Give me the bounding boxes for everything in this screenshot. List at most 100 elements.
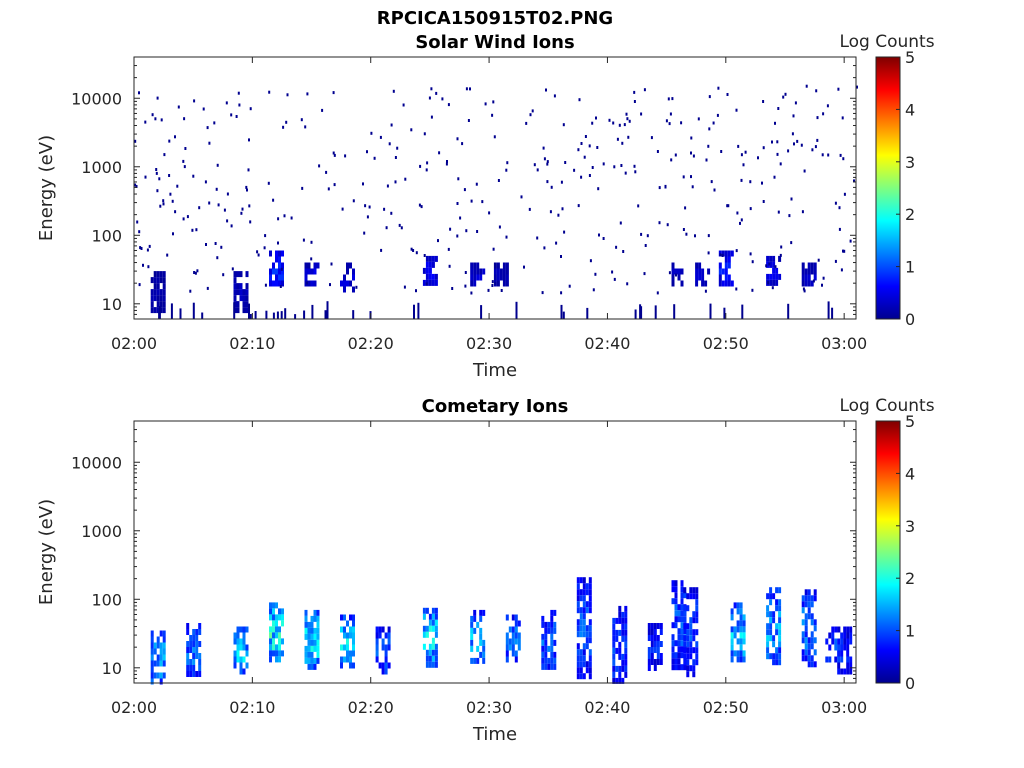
heatmap-cell <box>692 617 696 624</box>
heatmap-cell <box>186 647 190 653</box>
heatmap-cell <box>456 234 459 238</box>
heatmap-cell <box>778 605 782 612</box>
heatmap-cell <box>550 645 554 652</box>
heatmap-cell <box>278 274 281 281</box>
heatmap-cell <box>400 226 403 230</box>
heatmap-cell <box>343 632 346 639</box>
heatmap-cell <box>476 262 480 269</box>
heatmap-cell <box>837 644 841 651</box>
heatmap-cell <box>189 635 193 641</box>
heatmap-cell <box>502 268 506 275</box>
heatmap-cell <box>695 587 699 594</box>
heatmap-cell <box>804 595 808 602</box>
heatmap-cell <box>189 641 193 647</box>
heatmap-cell <box>493 268 497 275</box>
heatmap-cell <box>576 655 580 662</box>
heatmap-cell <box>304 657 308 664</box>
heatmap-cell <box>553 621 557 628</box>
heatmap-cell <box>465 229 468 233</box>
heatmap-cell <box>153 283 157 290</box>
heatmap-cell <box>511 650 515 657</box>
heatmap-cell <box>656 659 660 665</box>
heatmap-cell <box>514 620 518 627</box>
heatmap-cell <box>582 613 586 620</box>
heatmap-cell <box>325 170 328 174</box>
heatmap-cell <box>352 274 355 281</box>
heatmap-cell <box>813 619 817 626</box>
heatmap-cell <box>730 644 734 651</box>
heatmap-cell <box>588 583 592 590</box>
heatmap-cell <box>624 611 628 618</box>
heatmap-cell <box>169 192 172 196</box>
x-tick-label: 02:30 <box>466 698 512 717</box>
heatmap-cell <box>387 638 391 645</box>
heatmap-cell <box>201 312 204 319</box>
heatmap-cell <box>654 305 657 319</box>
heatmap-cell <box>434 661 438 668</box>
heatmap-cell <box>373 156 376 160</box>
heatmap-cell <box>245 295 249 302</box>
heatmap-cell <box>245 662 249 669</box>
heatmap-cell <box>192 629 196 635</box>
heatmap-cell <box>683 616 687 623</box>
heatmap-cell <box>343 286 346 293</box>
heatmap-cell <box>742 620 746 627</box>
heatmap-cell <box>346 656 349 663</box>
heatmap-cell <box>239 662 243 669</box>
heatmap-cell <box>588 619 592 626</box>
heatmap-cell <box>579 655 583 662</box>
heatmap-cell <box>801 655 805 662</box>
heatmap-cell <box>724 280 728 287</box>
heatmap-cell <box>162 283 166 290</box>
heatmap-cell <box>837 87 840 91</box>
heatmap-cell <box>846 656 850 663</box>
heatmap-cell <box>186 653 190 659</box>
heatmap-cell <box>843 192 846 196</box>
heatmap-cell <box>683 653 687 660</box>
heatmap-cell <box>242 668 246 675</box>
heatmap-cell <box>268 90 271 94</box>
heatmap-cell <box>368 205 371 209</box>
heatmap-cell <box>451 287 454 290</box>
heatmap-cell <box>205 243 207 246</box>
heatmap-cell <box>233 289 237 296</box>
heatmap-cell <box>545 88 547 92</box>
heatmap-cell <box>739 650 743 657</box>
heatmap-cell <box>272 614 275 621</box>
heatmap-cell <box>811 148 814 152</box>
heatmap-cell <box>511 638 515 645</box>
heatmap-cell <box>650 629 654 635</box>
heatmap-cell <box>846 644 850 651</box>
heatmap-cell <box>217 203 220 207</box>
heatmap-cell <box>151 113 154 117</box>
heatmap-cell <box>553 663 557 670</box>
heatmap-cell <box>159 660 163 667</box>
heatmap-cell <box>162 289 166 296</box>
heatmap-cell <box>739 614 743 621</box>
heatmap-cell <box>340 656 343 663</box>
heatmap-cell <box>689 587 693 594</box>
heatmap-cell <box>380 248 383 252</box>
heatmap-cell <box>410 128 413 132</box>
heatmap-cell <box>721 280 725 287</box>
heatmap-cell <box>281 274 284 281</box>
heatmap-cell <box>837 662 841 669</box>
heatmap-cell <box>425 625 429 632</box>
heatmap-cell <box>349 614 352 621</box>
heatmap-cell <box>712 121 715 125</box>
heatmap-cell <box>695 599 699 606</box>
heatmap-cell <box>431 279 435 286</box>
heatmap-cells <box>150 577 853 685</box>
heatmap-cell <box>479 274 483 281</box>
y-tick-label: 10000 <box>71 453 122 472</box>
heatmap-cell <box>674 153 677 157</box>
heatmap-cell <box>327 187 330 191</box>
heatmap-cell <box>470 627 474 634</box>
heatmap-cell <box>766 611 770 618</box>
heatmap-cell <box>671 652 675 659</box>
heatmap-cell <box>769 617 773 624</box>
heatmap-cell <box>550 663 554 670</box>
heatmap-cell <box>542 146 545 150</box>
heatmap-cell <box>695 653 699 660</box>
